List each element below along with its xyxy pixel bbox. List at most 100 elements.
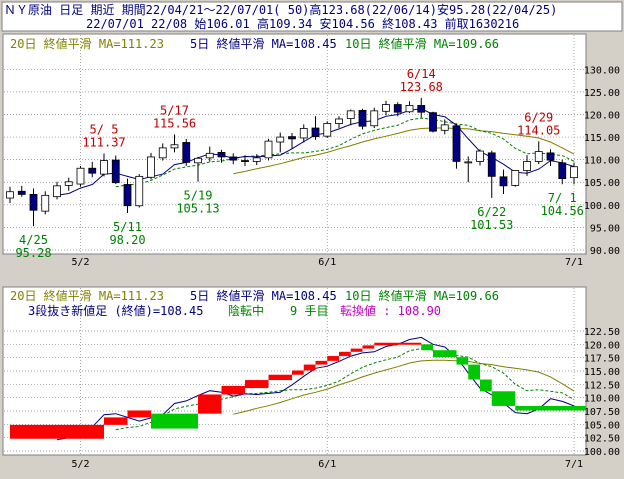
lower-y-tick: 122.50: [584, 327, 620, 338]
upper-x-tick: 7/1: [565, 257, 583, 268]
candle-down: [88, 167, 97, 174]
brick-up: [303, 364, 316, 371]
candle-up: [53, 185, 61, 198]
candle-up: [464, 161, 473, 164]
upper-legend-ma10: 10日 終値平滑 MA=109.66: [345, 36, 499, 51]
upper-y-tick: 105.00: [584, 178, 620, 189]
upper-y-tick: 110.00: [584, 156, 620, 167]
candle-up: [570, 166, 578, 179]
candle-up: [100, 160, 108, 175]
candle-up: [405, 105, 414, 113]
lower-y-tick: 115.00: [584, 367, 620, 378]
reversal-value: 転換値 : 108.90: [340, 303, 441, 318]
annotation-date: 5/17: [160, 104, 189, 118]
brick-up: [327, 356, 339, 361]
annotation-value: 95.28: [15, 246, 51, 260]
candle-up: [276, 136, 285, 143]
annotation-date: 5/11: [113, 220, 142, 234]
brick-up: [292, 370, 304, 375]
candle-down: [487, 152, 496, 177]
candle-down: [429, 112, 437, 132]
kagi-label: 3段抜き新値足 (終値)=108.45: [28, 303, 203, 318]
trend-status: 陰転中: [228, 303, 264, 318]
lower-legend-ma10: 10日 終値平滑 MA=109.66: [345, 288, 499, 303]
brick-up: [374, 342, 398, 346]
annotation-date: 7/ 1: [548, 191, 577, 205]
lower-y-tick: 102.50: [584, 434, 620, 445]
candle-up: [323, 123, 332, 137]
candle-down: [17, 190, 26, 195]
brick-up: [104, 417, 128, 425]
annotation-value: 105.13: [176, 202, 219, 216]
step-count: 9 手目: [290, 304, 328, 318]
candle-down: [288, 136, 296, 140]
lower-x-tick: 7/1: [565, 459, 583, 470]
candle-up: [264, 140, 273, 159]
brick-down: [433, 350, 457, 358]
annotation-value: 104.56: [541, 204, 584, 218]
annotation-date: 6/14: [407, 67, 436, 81]
brick-down: [151, 413, 198, 429]
brick-up: [397, 342, 422, 345]
candle-up: [299, 128, 308, 139]
annotation-value: 115.56: [153, 117, 196, 131]
candle-down: [29, 194, 38, 211]
header-box: [1, 1, 623, 32]
upper-x-tick: 6/1: [318, 257, 336, 268]
brick-down: [491, 391, 516, 406]
candle-down: [123, 184, 132, 207]
brick-up: [198, 394, 222, 414]
candle-up: [252, 157, 261, 162]
candle-down: [111, 159, 120, 184]
upper-y-tick: 115.00: [584, 133, 620, 144]
lower-y-tick: 110.00: [584, 394, 620, 405]
candle-down: [546, 152, 555, 161]
candle-up: [76, 167, 85, 185]
candle-up: [41, 194, 50, 212]
brick-down: [468, 364, 480, 380]
upper-y-tick: 120.00: [584, 110, 620, 121]
upper-y-tick: 130.00: [584, 65, 620, 76]
candle-up: [346, 110, 355, 119]
brick-down: [421, 344, 433, 351]
candle-up: [205, 152, 214, 159]
lower-ma10-line: [115, 348, 575, 431]
brick-up: [350, 348, 363, 352]
lower-legend-ma20: 20日 終値平滑 MA=111.23: [10, 288, 164, 303]
upper-y-axis: 130.00 125.00 120.00 115.00 110.00 105.00 100.…: [584, 65, 620, 257]
annotation-value: 101.53: [470, 218, 513, 232]
candle-down: [452, 125, 461, 162]
lower-y-tick: 100.00: [584, 447, 620, 458]
annotation-date: 6/22: [477, 205, 506, 219]
candle-up: [6, 191, 14, 199]
candle-up: [534, 151, 543, 162]
upper-y-tick: 95.00: [590, 223, 620, 234]
lower-y-axis: 122.50 120.00 117.50 115.00 112.50 110.00 107.…: [584, 327, 620, 458]
candle-down: [217, 152, 226, 158]
lower-x-axis: 5/2 6/1 7/1: [71, 459, 583, 470]
candle-up: [158, 147, 167, 159]
lower-x-tick: 6/1: [318, 459, 336, 470]
lower-y-tick: 107.50: [584, 407, 620, 418]
candle-down: [182, 142, 191, 163]
header-ohlc: 22/07/01 22/08 始106.01 高109.34 安104.56 終…: [86, 16, 519, 31]
lower-legend-ma5: 5日 終値平滑 MA=108.45: [190, 288, 337, 303]
new-price-bricks: [10, 342, 586, 439]
upper-plot-area: [2, 33, 587, 255]
lower-x-tick: 5/2: [71, 459, 89, 470]
candle-down: [241, 160, 249, 162]
upper-legend-ma5: 5日 終値平滑 MA=108.45: [190, 36, 337, 51]
brick-up: [221, 385, 245, 395]
ma10-line: [115, 117, 575, 188]
candle-up: [194, 157, 202, 164]
ma20-line: [233, 127, 575, 175]
brick-up: [315, 360, 328, 365]
candle-up: [511, 170, 520, 186]
candle-down: [417, 105, 426, 113]
lower-ma20-line: [233, 359, 575, 415]
candles: [6, 97, 578, 227]
brick-down: [456, 357, 469, 365]
